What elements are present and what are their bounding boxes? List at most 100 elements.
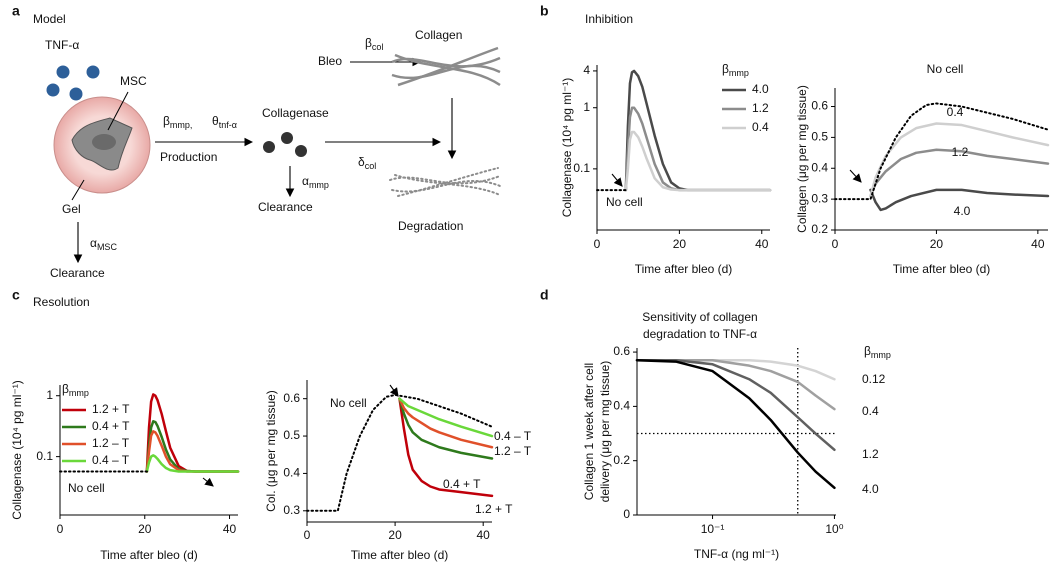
collagenase-dot <box>295 145 307 157</box>
series-line <box>398 397 494 438</box>
legend-title: βmmp <box>62 382 89 398</box>
symbol: β <box>163 114 170 128</box>
x-tick-label: 0 <box>304 528 311 542</box>
y-tick-label: 0 <box>623 507 630 521</box>
series-label: 1.2 + T <box>475 502 513 516</box>
y-tick-label: 1 <box>583 100 590 114</box>
y-tick-label: 1 <box>46 388 53 402</box>
panel-title: Model <box>33 12 66 26</box>
symbol: δ <box>358 155 365 169</box>
x-tick-label: 40 <box>1031 237 1045 251</box>
y-tick-label: 0.5 <box>811 130 828 144</box>
y-tick-label: 0.3 <box>811 191 828 205</box>
series-line <box>869 148 1050 198</box>
y-axis-label: Collagenase (10⁴ pg ml⁻¹) <box>10 380 24 520</box>
y-tick-label: 0.5 <box>283 428 300 442</box>
tnf-dot <box>69 87 83 101</box>
y-axis-label: delivery (μg per mg tissue) <box>598 361 612 503</box>
x-axis-label: Time after bleo (d) <box>635 262 733 276</box>
y-tick-label: 0.3 <box>283 503 300 517</box>
panel-label: d <box>540 287 549 303</box>
panel-label: a <box>12 3 20 19</box>
label: αMSC <box>90 236 117 252</box>
series-label: No cell <box>606 195 643 209</box>
panel-label: b <box>540 3 549 19</box>
symbol: β <box>722 62 729 76</box>
tnf-dot <box>56 65 70 79</box>
series-label: 1.2 – T <box>494 444 532 458</box>
legend-title: βmmp <box>864 344 891 360</box>
pointer <box>71 179 85 201</box>
series-label: 0.4 <box>947 105 964 119</box>
x-tick-label: 20 <box>673 237 687 251</box>
series-line <box>145 454 240 473</box>
y-tick-label: 0.6 <box>811 99 828 113</box>
series-line <box>306 393 493 512</box>
x-tick-label: 40 <box>755 237 769 251</box>
label: αmmp <box>302 174 329 190</box>
label: δcol <box>358 155 376 171</box>
series-line <box>635 358 836 490</box>
x-axis-label: Time after bleo (d) <box>100 548 198 562</box>
tnf-dot <box>46 83 60 97</box>
series-label: 0.4 – T <box>494 429 532 443</box>
y-tick-label: 0.1 <box>573 161 590 175</box>
collagenase-dot <box>263 141 275 153</box>
legend-label: 1.2 <box>752 101 769 115</box>
series-line <box>624 106 772 192</box>
x-tick-label: 20 <box>138 522 152 536</box>
series-line <box>398 397 494 449</box>
label: Clearance <box>50 266 105 280</box>
series-label: 0.4 <box>862 404 879 418</box>
series-line <box>624 69 772 192</box>
label: θtnf-α <box>212 114 237 130</box>
x-tick-label: 0 <box>832 237 839 251</box>
x-tick-label: 0 <box>57 522 64 536</box>
arrow <box>389 384 399 397</box>
arrow <box>202 477 214 487</box>
y-tick-label: 0.1 <box>36 449 53 463</box>
x-axis-label: Time after bleo (d) <box>351 548 449 562</box>
x-tick-label: 20 <box>388 528 402 542</box>
series-label: 1.2 <box>952 145 969 159</box>
symbol: θ <box>212 114 219 128</box>
label: βcol <box>365 36 383 52</box>
legend-label: 1.2 – T <box>92 436 130 450</box>
legend-label: 0.4 + T <box>92 419 130 433</box>
symbol: β <box>62 382 69 396</box>
series-label: 0.4 + T <box>443 477 481 491</box>
legend-label: 4.0 <box>752 82 769 96</box>
arrow <box>849 169 862 183</box>
label: TNF-α <box>45 38 79 52</box>
series-label: 4.0 <box>862 482 879 496</box>
symbol: α <box>90 236 97 250</box>
series-line <box>869 188 1050 212</box>
label: Collagen <box>415 28 462 42</box>
y-tick-label: 0.4 <box>283 466 300 480</box>
legend-label: 0.4 – T <box>92 453 130 467</box>
x-tick-label: 10⁰ <box>825 522 843 536</box>
subscript: mmp <box>309 180 329 190</box>
chart-title: degradation to TNF-α <box>643 327 757 341</box>
series-line <box>834 102 1049 201</box>
label: Clearance <box>258 200 313 214</box>
label: βmmp, <box>163 114 192 130</box>
x-axis-label: TNF-α (ng ml⁻¹) <box>694 547 779 561</box>
degraded-fibers <box>389 167 501 197</box>
x-tick-label: 40 <box>223 522 237 536</box>
collagen-fibers <box>391 46 501 87</box>
x-axis-label: Time after bleo (d) <box>893 262 991 276</box>
nucleus <box>92 134 116 150</box>
series-line <box>398 397 494 460</box>
y-tick-label: 0.2 <box>613 453 630 467</box>
series-line <box>635 358 836 452</box>
x-tick-label: 20 <box>930 237 944 251</box>
y-tick-label: 4 <box>583 63 590 77</box>
y-axis-label: Collagenase (10⁴ pg ml⁻¹) <box>560 78 574 218</box>
tnf-dot <box>86 65 100 79</box>
series-line <box>624 130 772 192</box>
arrow <box>611 173 623 187</box>
model-diagram: TNF-α MSC Gel αMSC Clearance βmmp, θtnf-… <box>45 28 501 280</box>
label: Degradation <box>398 219 463 233</box>
